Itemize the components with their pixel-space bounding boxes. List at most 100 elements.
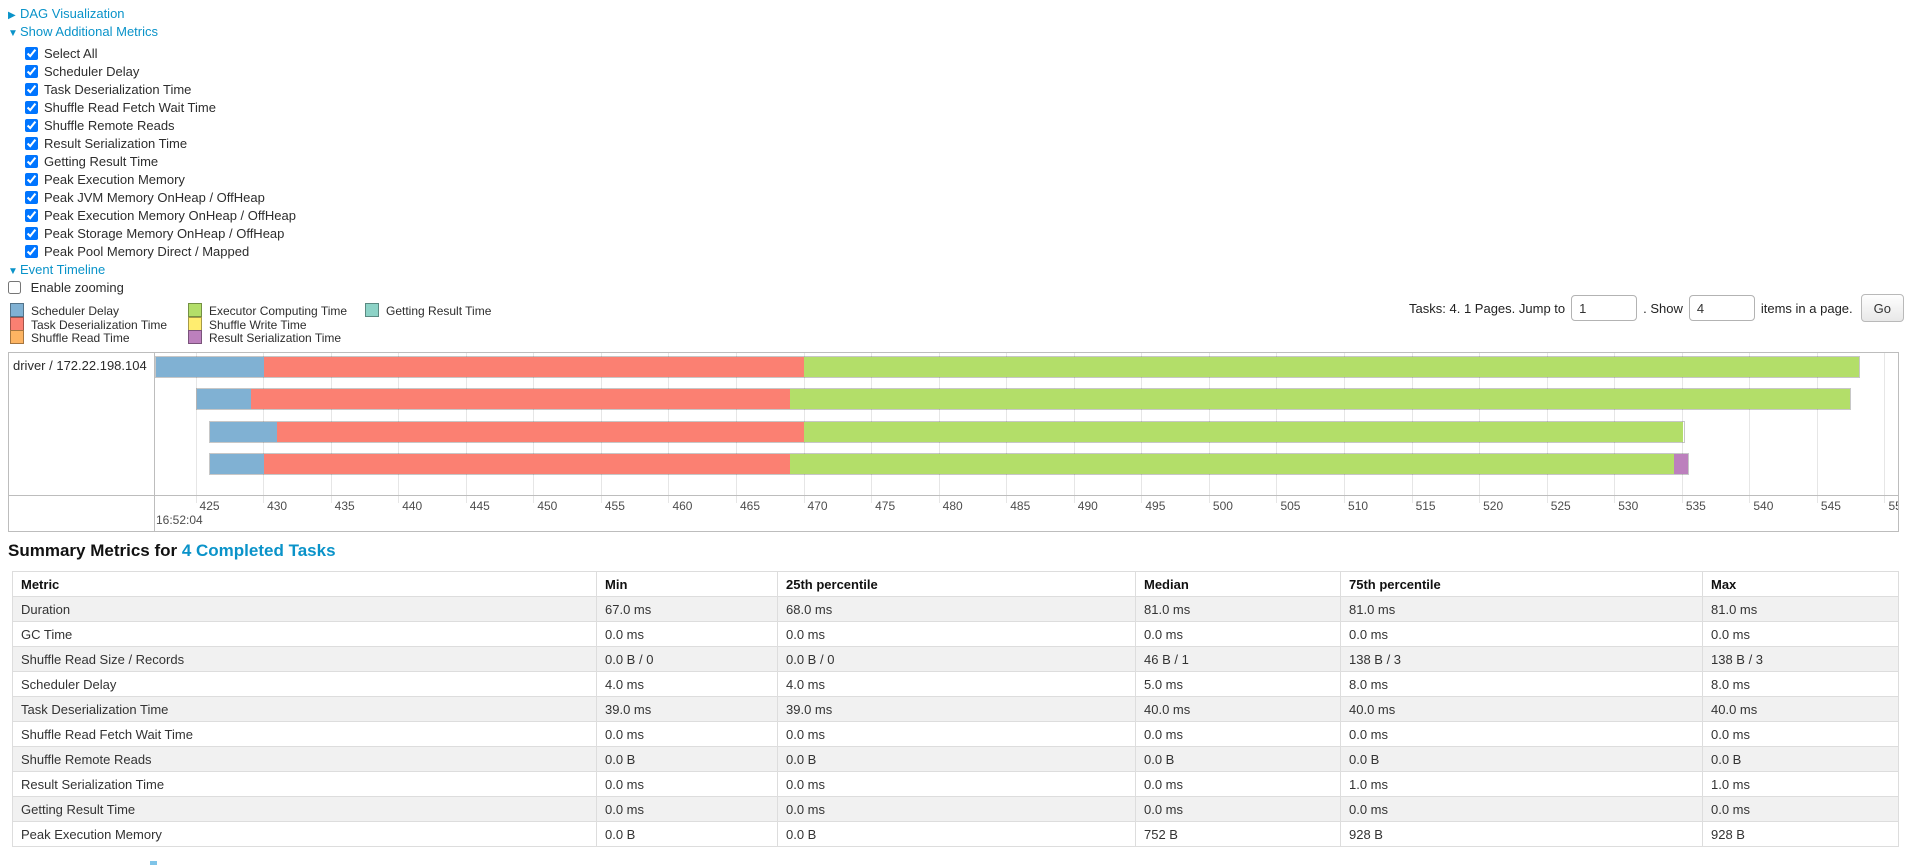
- bar-segment-scheduler-delay: [196, 389, 251, 409]
- metric-checkbox-row: Peak Pool Memory Direct / Mapped: [25, 243, 296, 261]
- axis-major-time-label: 16:52:04: [156, 513, 203, 527]
- table-cell: Peak Execution Memory: [12, 821, 597, 847]
- chart-label-separator: [154, 353, 155, 531]
- task-timeline-bar[interactable]: [209, 421, 1685, 443]
- table-cell: 81.0 ms: [1340, 596, 1703, 622]
- metric-checkbox-label: Peak JVM Memory OnHeap / OffHeap: [44, 190, 265, 205]
- table-cell: 40.0 ms: [1702, 696, 1899, 722]
- task-pager: Tasks: 4. 1 Pages. Jump to . Show items …: [1409, 294, 1904, 322]
- table-cell: 81.0 ms: [1135, 596, 1341, 622]
- axis-tick-label: 550: [1888, 499, 1898, 513]
- axis-tick-label: 535: [1685, 499, 1706, 513]
- completed-tasks-link[interactable]: 4 Completed Tasks: [181, 541, 336, 560]
- legend-item: Result Serialization Time: [188, 330, 342, 345]
- metric-checkbox-shuffle-remote-reads[interactable]: [25, 119, 38, 132]
- metric-checkbox-peak-pool-memory-direct-mapped[interactable]: [25, 245, 38, 258]
- tick-mark: [465, 496, 467, 503]
- metric-checkbox-row: Result Serialization Time: [25, 135, 296, 153]
- tick-mark: [871, 496, 873, 503]
- metric-checkbox-task-deserialization-time[interactable]: [25, 83, 38, 96]
- legend-label: Task Deserialization Time: [31, 317, 168, 332]
- table-cell: 0.0 ms: [596, 796, 778, 822]
- metric-checkbox-peak-execution-memory[interactable]: [25, 173, 38, 186]
- enable-zooming-checkbox[interactable]: [8, 281, 21, 294]
- legend-label: Scheduler Delay: [31, 304, 120, 318]
- table-cell: 46 B / 1: [1135, 646, 1341, 672]
- table-row: Getting Result Time 0.0 ms 0.0 ms 0.0 ms 0.0…: [12, 796, 1899, 822]
- summary-metrics-title: Summary Metrics for 4 Completed Tasks: [8, 541, 336, 561]
- metric-checkbox-row: Select All: [25, 45, 296, 63]
- table-cell: 0.0 ms: [1135, 621, 1341, 647]
- table-cell: 4.0 ms: [777, 671, 1136, 697]
- axis-tick-label: 450: [537, 499, 558, 513]
- legend-item: Getting Result Time: [365, 303, 491, 318]
- tick-mark: [1276, 496, 1278, 503]
- task-timeline-bar[interactable]: [195, 388, 1851, 410]
- tick-mark: [195, 496, 197, 503]
- metric-checkbox-peak-execution-memory-onheap-offheap[interactable]: [25, 209, 38, 222]
- metric-checkbox-row: Scheduler Delay: [25, 63, 296, 81]
- tick-mark: [600, 496, 602, 503]
- bar-segment-result-serialization: [1674, 454, 1688, 474]
- metric-checkbox-row: Task Deserialization Time: [25, 81, 296, 99]
- executor-group-label: driver / 172.22.198.104: [13, 358, 147, 373]
- axis-tick-label: 425: [199, 499, 220, 513]
- show-additional-metrics-label: Show Additional Metrics: [20, 24, 159, 39]
- table-cell: 0.0 B: [777, 746, 1136, 772]
- metric-checkbox-label: Scheduler Delay: [44, 64, 140, 79]
- additional-metrics-checkbox-list: Select All Scheduler Delay Task Deserializ…: [25, 45, 296, 261]
- table-cell: 0.0 ms: [1702, 621, 1899, 647]
- table-cell: 0.0 ms: [1340, 796, 1703, 822]
- metric-checkbox-shuffle-read-fetch-wait-time[interactable]: [25, 101, 38, 114]
- jump-to-page-input[interactable]: [1571, 295, 1638, 321]
- axis-tick-label: 540: [1753, 499, 1774, 513]
- tick-mark: [1546, 496, 1548, 503]
- table-cell: 8.0 ms: [1702, 671, 1899, 697]
- metric-checkbox-row: Peak Execution Memory OnHeap / OffHeap: [25, 207, 296, 225]
- metric-checkbox-result-serialization-time[interactable]: [25, 137, 38, 150]
- table-cell: 0.0 ms: [1702, 796, 1899, 822]
- table-cell: 752 B: [1135, 821, 1341, 847]
- table-cell: 8.0 ms: [1340, 671, 1703, 697]
- chart-axis-line: [9, 495, 1898, 496]
- axis-tick-label: 515: [1415, 499, 1436, 513]
- table-cell: 40.0 ms: [1340, 696, 1703, 722]
- table-cell: Scheduler Delay: [12, 671, 597, 697]
- tick-mark: [1344, 496, 1346, 503]
- legend-item: Executor Computing Time: [188, 303, 347, 318]
- metric-checkbox-scheduler-delay[interactable]: [25, 65, 38, 78]
- axis-tick-label: 485: [1010, 499, 1031, 513]
- bar-segment-scheduler-delay: [156, 357, 264, 377]
- dag-visualization-toggle[interactable]: ▶ DAG Visualization: [8, 5, 125, 23]
- show-additional-metrics-toggle[interactable]: ▼ Show Additional Metrics: [8, 23, 158, 41]
- bar-segment-task-deserialization: [264, 454, 791, 474]
- metric-checkbox-peak-jvm-memory-onheap-offheap[interactable]: [25, 191, 38, 204]
- tick-mark: [1479, 496, 1481, 503]
- table-cell: 0.0 B: [1340, 746, 1703, 772]
- metric-checkbox-select-all[interactable]: [25, 47, 38, 60]
- metric-checkbox-getting-result-time[interactable]: [25, 155, 38, 168]
- table-cell: GC Time: [12, 621, 597, 647]
- tick-mark: [1073, 496, 1075, 503]
- tick-mark: [330, 496, 332, 503]
- event-timeline-toggle[interactable]: ▼ Event Timeline: [8, 261, 105, 279]
- legend-label: Result Serialization Time: [209, 331, 342, 345]
- bar-segment-scheduler-delay: [210, 422, 278, 442]
- axis-tick-label: 505: [1280, 499, 1301, 513]
- go-button[interactable]: Go: [1860, 294, 1904, 322]
- metric-checkbox-peak-storage-memory-onheap-offheap[interactable]: [25, 227, 38, 240]
- table-cell: 40.0 ms: [1135, 696, 1341, 722]
- task-timeline-bar[interactable]: [209, 453, 1689, 475]
- table-row: Shuffle Read Size / Records 0.0 B / 0 0.0 …: [12, 646, 1899, 672]
- tick-mark: [533, 496, 535, 503]
- page-size-input[interactable]: [1688, 295, 1755, 321]
- legend-item: Task Deserialization Time: [10, 316, 168, 332]
- table-cell: 81.0 ms: [1702, 596, 1899, 622]
- tick-mark: [1816, 496, 1818, 503]
- table-header-cell: Metric: [12, 571, 597, 597]
- table-cell: 0.0 ms: [596, 621, 778, 647]
- task-timeline-bar[interactable]: [155, 356, 1861, 378]
- legend-item: Shuffle Write Time: [188, 316, 307, 332]
- metric-checkbox-row: Peak JVM Memory OnHeap / OffHeap: [25, 189, 296, 207]
- table-cell: Shuffle Read Fetch Wait Time: [12, 721, 597, 747]
